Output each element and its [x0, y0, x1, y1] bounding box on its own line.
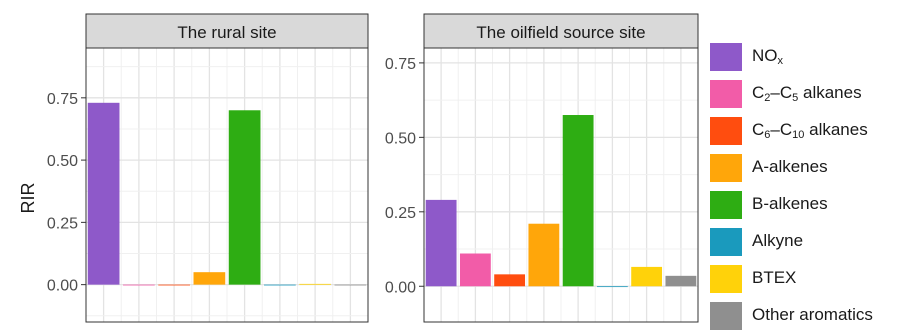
- y-tick-label: 0.00: [385, 279, 416, 296]
- legend-item: C2–C5 alkanes: [710, 77, 910, 111]
- bar-c2-c5-alkanes: [123, 284, 155, 286]
- legend-item: Alkyne: [710, 225, 910, 259]
- bar-nox: [425, 199, 457, 287]
- legend-item: BTEX: [710, 262, 910, 296]
- bar-btex: [631, 266, 663, 287]
- bar-b-alkenes: [562, 115, 594, 287]
- y-tick-label: 0.50: [385, 130, 416, 147]
- legend-swatch: [710, 154, 742, 182]
- legend-swatch: [710, 43, 742, 71]
- legend-swatch: [710, 191, 742, 219]
- legend-swatch: [710, 117, 742, 145]
- legend-swatch: [710, 302, 742, 330]
- bar-alkyne: [264, 284, 296, 286]
- legend-label: NOx: [752, 46, 783, 67]
- bar-a-alkenes: [528, 223, 560, 287]
- legend-item: B-alkenes: [710, 188, 910, 222]
- y-tick-label: 0.25: [385, 205, 416, 222]
- bar-c6-c10-alkanes: [494, 274, 526, 287]
- bar-c2-c5-alkanes: [459, 253, 491, 287]
- legend-label: A-alkenes: [752, 157, 828, 176]
- facet-title: The rural site: [177, 23, 276, 42]
- bar-a-alkenes: [193, 272, 226, 285]
- facet-strip: [423, 13, 699, 49]
- legend-label: Other aromatics: [752, 305, 873, 324]
- legend-swatch: [710, 265, 742, 293]
- legend-item: C6–C10 alkanes: [710, 114, 910, 148]
- legend-label: BTEX: [752, 268, 797, 287]
- bar-other-aromatics: [665, 275, 697, 287]
- y-tick-label: 0.50: [47, 153, 78, 170]
- bar-alkyne: [596, 286, 628, 288]
- bar-b-alkenes: [228, 110, 261, 285]
- facet-strip: [85, 13, 369, 49]
- legend-label: B-alkenes: [752, 194, 828, 213]
- legend-item: A-alkenes: [710, 151, 910, 185]
- legend-swatch: [710, 80, 742, 108]
- legend-item: NOx: [710, 40, 910, 74]
- y-axis-label: RIR: [18, 183, 38, 214]
- legend-item: Other aromatics: [710, 299, 910, 333]
- bar-btex: [299, 283, 331, 285]
- legend-label: C2–C5 alkanes: [752, 83, 862, 104]
- bar-c6-c10-alkanes: [158, 284, 190, 286]
- bar-nox: [87, 102, 120, 285]
- y-tick-label: 0.75: [47, 91, 78, 108]
- y-tick-label: 0.00: [47, 278, 78, 295]
- bar-other-aromatics: [334, 284, 367, 286]
- legend-label: Alkyne: [752, 231, 804, 250]
- facet-title: The oilfield source site: [476, 23, 645, 42]
- y-tick-label: 0.25: [47, 215, 78, 232]
- legend-swatch: [710, 228, 742, 256]
- y-tick-label: 0.75: [385, 56, 416, 73]
- legend-label: C6–C10 alkanes: [752, 120, 868, 141]
